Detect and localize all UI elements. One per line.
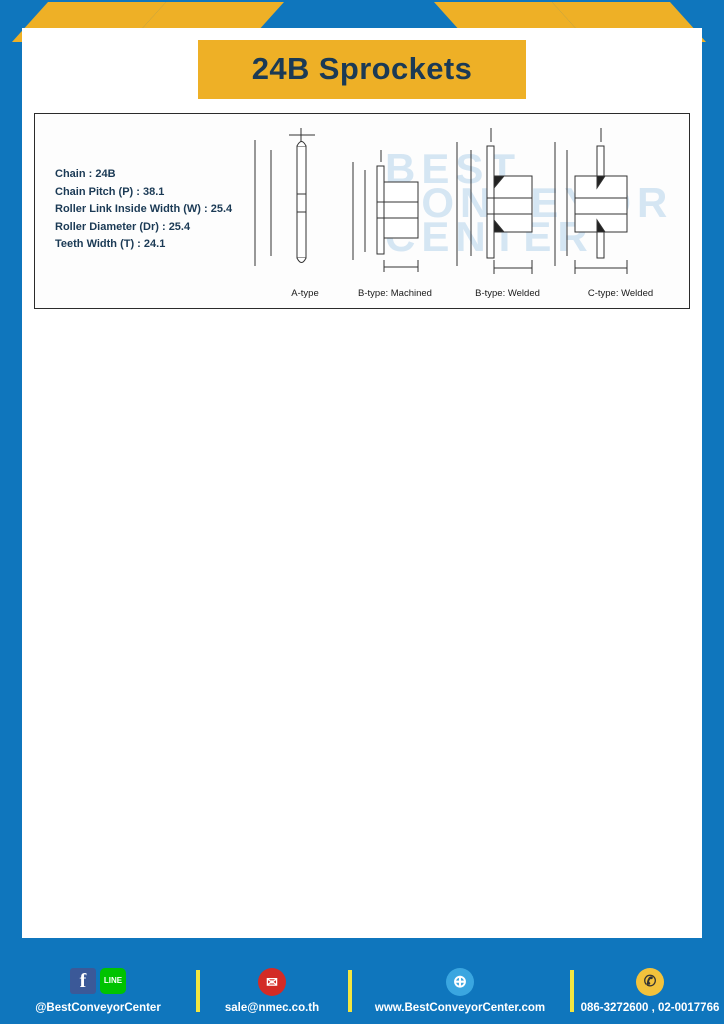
drawing-c-welded	[554, 128, 628, 274]
spec-teeth-width: Teeth Width (T) : 24.1	[55, 238, 166, 250]
page-title-wrap: 24B Sprockets	[22, 40, 702, 99]
drawing-a-type	[254, 128, 315, 266]
footer-email-icon-wrap: ✉	[202, 968, 342, 998]
page-title: 24B Sprockets	[197, 40, 527, 99]
footer-email-label: sale@nmec.co.th	[224, 1002, 320, 1014]
diagram-label-b-machined: B-type: Machined	[358, 288, 432, 299]
spec-roller-diameter: Roller Diameter (Dr) : 25.4	[55, 220, 191, 233]
spec-diagram-panel: Chain : 24B Chain Pitch (P) : 38.1 Rolle…	[34, 113, 690, 309]
spec-roller-width: Roller Link Inside Width (W) : 25.4	[55, 203, 233, 215]
footer-email[interactable]: ✉ sale@nmec.co.th	[202, 968, 342, 1014]
footer-divider	[570, 970, 574, 1012]
specification-list: Chain : 24B Chain Pitch (P) : 38.1 Rolle…	[55, 166, 232, 254]
diagram-label-b-welded: B-type: Welded	[475, 288, 540, 299]
footer-facebook-label: @BestConveyorCenter	[35, 1002, 161, 1014]
footer-web-icon-wrap: ⊕	[354, 968, 566, 998]
footer-divider	[348, 970, 352, 1012]
spec-chain: Chain : 24B	[55, 168, 116, 180]
globe-icon[interactable]: ⊕	[446, 968, 474, 996]
drawing-b-welded	[456, 128, 533, 274]
footer-website[interactable]: ⊕ www.BestConveyorCenter.com	[354, 968, 566, 1014]
footer-phone[interactable]: ✆ 086-3272600 , 02-0017766	[576, 968, 724, 1014]
line-icon[interactable]: LINE	[100, 968, 126, 994]
footer-phone-label: 086-3272600 , 02-0017766	[580, 1002, 720, 1014]
drawing-b-machined	[352, 150, 419, 272]
diagram-label-c-welded: C-type: Welded	[587, 288, 654, 299]
diagram-labels: A-type B-type: Machined B-type: Welded C…	[245, 288, 685, 302]
mail-icon[interactable]: ✉	[258, 968, 286, 996]
footer-facebook[interactable]: f LINE @BestConveyorCenter	[0, 968, 196, 1014]
footer-bar: f LINE @BestConveyorCenter ✉ sale@nmec.co…	[0, 938, 724, 1024]
footer-phone-icon-wrap: ✆	[576, 968, 724, 998]
watermark-line-3: CENTER	[385, 216, 673, 258]
page-card: 24B Sprockets Chain : 24B Chain Pitch (P…	[22, 28, 702, 938]
footer-website-label: www.BestConveyorCenter.com	[374, 1002, 546, 1014]
diagram-label-a-type: A-type	[291, 288, 319, 299]
footer-divider	[196, 970, 200, 1012]
sprocket-drawings-svg	[254, 128, 628, 274]
footer-social-icons: f LINE	[0, 968, 196, 998]
facebook-icon[interactable]: f	[70, 968, 96, 994]
sprocket-diagram: BEST CONVEYOR CENTER	[245, 118, 685, 306]
phone-icon[interactable]: ✆	[636, 968, 664, 996]
spec-chain-pitch: Chain Pitch (P) : 38.1	[55, 185, 165, 198]
